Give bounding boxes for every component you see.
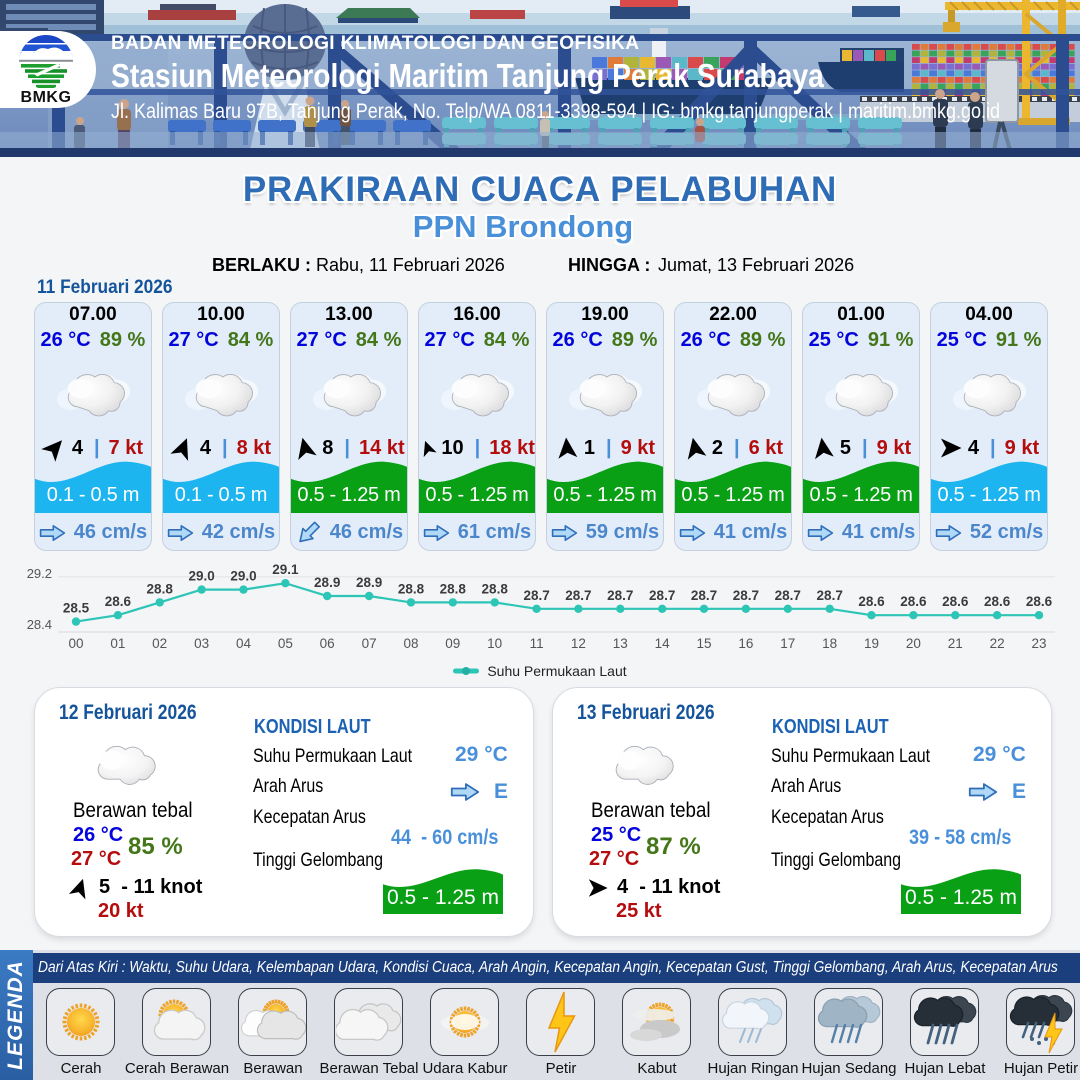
svg-text:28.6: 28.6 — [984, 594, 1011, 609]
svg-text:21: 21 — [948, 636, 963, 651]
svg-text:12: 12 — [571, 636, 586, 651]
svg-text:18: 18 — [822, 636, 837, 651]
svg-text:01: 01 — [110, 636, 125, 651]
svg-text:28.6: 28.6 — [1026, 594, 1053, 609]
svg-text:29.2: 29.2 — [27, 566, 52, 581]
svg-text:28.7: 28.7 — [565, 588, 591, 603]
svg-text:28.6: 28.6 — [105, 594, 132, 609]
svg-text:28.7: 28.7 — [607, 588, 633, 603]
svg-text:00: 00 — [68, 636, 83, 651]
svg-text:14: 14 — [655, 636, 671, 651]
svg-text:08: 08 — [403, 636, 418, 651]
svg-text:28.6: 28.6 — [942, 594, 969, 609]
svg-text:29.0: 29.0 — [188, 569, 214, 584]
svg-text:28.5: 28.5 — [63, 601, 90, 616]
svg-text:28.7: 28.7 — [649, 588, 675, 603]
svg-text:05: 05 — [278, 636, 293, 651]
svg-text:15: 15 — [696, 636, 711, 651]
svg-text:28.7: 28.7 — [733, 588, 759, 603]
svg-text:11: 11 — [530, 636, 544, 651]
svg-text:22: 22 — [990, 636, 1005, 651]
svg-text:28.7: 28.7 — [817, 588, 843, 603]
svg-text:28.7: 28.7 — [691, 588, 717, 603]
svg-text:29.0: 29.0 — [230, 569, 256, 584]
svg-text:19: 19 — [864, 636, 879, 651]
svg-text:10: 10 — [487, 636, 502, 651]
svg-text:29.1: 29.1 — [272, 562, 299, 577]
svg-text:28.8: 28.8 — [147, 581, 174, 596]
svg-text:28.7: 28.7 — [523, 588, 549, 603]
svg-text:03: 03 — [194, 636, 209, 651]
svg-text:28.9: 28.9 — [314, 575, 340, 590]
svg-text:02: 02 — [152, 636, 167, 651]
svg-text:28.8: 28.8 — [398, 581, 425, 596]
svg-text:17: 17 — [780, 636, 795, 651]
svg-text:28.9: 28.9 — [356, 575, 382, 590]
svg-text:28.8: 28.8 — [482, 581, 509, 596]
svg-text:28.4: 28.4 — [27, 617, 52, 632]
svg-text:09: 09 — [445, 636, 460, 651]
svg-text:28.6: 28.6 — [858, 594, 885, 609]
svg-text:28.8: 28.8 — [440, 581, 467, 596]
svg-text:07: 07 — [362, 636, 377, 651]
svg-text:16: 16 — [738, 636, 753, 651]
svg-text:13: 13 — [613, 636, 628, 651]
svg-text:06: 06 — [320, 636, 335, 651]
svg-text:20: 20 — [906, 636, 921, 651]
svg-text:04: 04 — [236, 636, 252, 651]
svg-text:28.6: 28.6 — [900, 594, 927, 609]
svg-text:28.7: 28.7 — [775, 588, 801, 603]
svg-text:23: 23 — [1031, 636, 1046, 651]
